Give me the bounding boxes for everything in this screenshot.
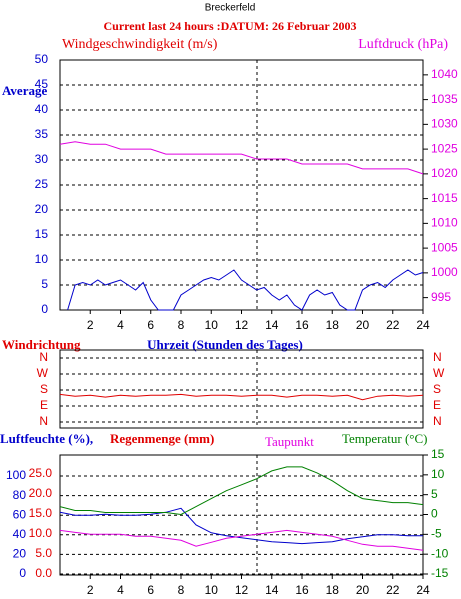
x-tick-label: 8	[178, 318, 185, 332]
y2-tick-label: 1030	[431, 117, 458, 131]
temperature-label: Temperatur (°C)	[342, 431, 428, 446]
rain-label: Regenmenge (mm)	[110, 431, 214, 446]
y2-tick-label: E	[433, 398, 441, 412]
chart-title: Current last 24 hours :DATUM: 26 Februar…	[104, 19, 357, 33]
x-tick-label: 16	[295, 583, 309, 597]
y-tick-label: 25	[35, 177, 49, 191]
y3-tick-label: 10.0	[29, 526, 53, 540]
x-tick-label: 12	[235, 318, 249, 332]
x-tick-label: 8	[178, 583, 185, 597]
y3-tick-label: 25.0	[29, 466, 53, 480]
y3-tick-label: 15.0	[29, 506, 53, 520]
y2-tick-label: 1025	[431, 141, 458, 155]
y-tick-label: W	[37, 366, 49, 380]
y-tick-label: 100	[6, 468, 26, 482]
x-tick-label: 24	[416, 318, 430, 332]
x-axis-label: Uhrzeit (Stunden des Tages)	[147, 337, 303, 352]
plot-frame	[59, 349, 424, 429]
y2-tick-label: 1010	[431, 216, 458, 230]
data-line	[59, 529, 424, 551]
y2-tick-label: 1040	[431, 67, 458, 81]
y2-tick-label: 1005	[431, 240, 458, 254]
data-line	[59, 507, 423, 545]
data-line	[59, 466, 424, 516]
y-tick-label: 45	[35, 77, 49, 91]
x-tick-label: 10	[205, 318, 219, 332]
x-tick-label: 24	[416, 583, 430, 597]
x-tick-label: 14	[265, 318, 279, 332]
y-tick-label: N	[39, 414, 48, 428]
wind-direction-label: Windrichtung	[2, 337, 81, 352]
station: Breckerfeld	[205, 3, 256, 14]
y-tick-label: S	[40, 382, 48, 396]
y2-tick-label: W	[433, 366, 445, 380]
y2-tick-label: 15	[431, 447, 445, 461]
y2-tick-label: 0	[431, 507, 438, 521]
x-tick-label: 18	[326, 583, 340, 597]
y-tick-label: 0	[41, 302, 48, 316]
y-tick-label: 80	[13, 488, 27, 502]
plot-frame	[59, 59, 424, 311]
x-tick-label: 2	[87, 318, 94, 332]
y2-tick-label: 1035	[431, 92, 458, 106]
y-tick-label: 30	[35, 152, 49, 166]
pressure-label: Luftdruck (hPa)	[358, 37, 448, 52]
y2-tick-label: 995	[431, 290, 451, 304]
y-tick-label: 0	[19, 566, 26, 580]
y2-tick-label: 10	[431, 467, 445, 481]
y-tick-label: 5	[41, 277, 48, 291]
y2-tick-label: N	[433, 350, 442, 364]
x-tick-label: 20	[356, 583, 370, 597]
x-tick-label: 2	[87, 583, 94, 597]
y-tick-label: 20	[35, 202, 49, 216]
x-tick-label: 10	[205, 583, 219, 597]
y-tick-label: 50	[35, 52, 49, 66]
x-tick-label: 6	[147, 583, 154, 597]
y-tick-label: E	[40, 398, 48, 412]
x-tick-label: 22	[386, 583, 400, 597]
y3-tick-label: 5.0	[35, 546, 52, 560]
x-tick-label: 16	[295, 318, 309, 332]
x-tick-label: 20	[356, 318, 370, 332]
average-label: Average	[2, 83, 47, 98]
y-tick-label: 40	[35, 102, 49, 116]
y3-tick-label: 20.0	[29, 486, 53, 500]
y-tick-label: N	[39, 350, 48, 364]
plot-frame	[59, 454, 424, 576]
x-tick-label: 18	[326, 318, 340, 332]
x-tick-label: 22	[386, 318, 400, 332]
x-tick-label: 6	[147, 318, 154, 332]
x-tick-label: 4	[117, 583, 124, 597]
y2-tick-label: -15	[431, 566, 449, 580]
y-tick-label: 35	[35, 127, 49, 141]
y-tick-label: 15	[35, 227, 49, 241]
y2-tick-label: S	[433, 382, 441, 396]
y3-tick-label: 0.0	[35, 566, 52, 580]
data-line	[67, 269, 424, 311]
x-tick-label: 4	[117, 318, 124, 332]
wind-speed-label: Windgeschwindigkeit (m/s)	[62, 37, 218, 52]
y2-tick-label: 5	[431, 487, 438, 501]
y-tick-label: 40	[13, 527, 27, 541]
humidity-label: Luftfeuchte (%),	[0, 431, 93, 446]
y2-tick-label: 1015	[431, 191, 458, 205]
data-line	[59, 393, 424, 401]
data-line	[59, 141, 424, 175]
y2-tick-label: N	[433, 414, 442, 428]
y-tick-label: 20	[13, 547, 27, 561]
dewpoint-label: Taupunkt	[265, 434, 314, 449]
y2-tick-label: -5	[431, 527, 442, 541]
y-tick-label: 60	[13, 507, 27, 521]
y2-tick-label: -10	[431, 546, 449, 560]
x-tick-label: 14	[265, 583, 279, 597]
y2-tick-label: 1000	[431, 265, 458, 279]
y2-tick-label: 1020	[431, 166, 458, 180]
y-tick-label: 10	[35, 252, 49, 266]
x-tick-label: 12	[235, 583, 249, 597]
